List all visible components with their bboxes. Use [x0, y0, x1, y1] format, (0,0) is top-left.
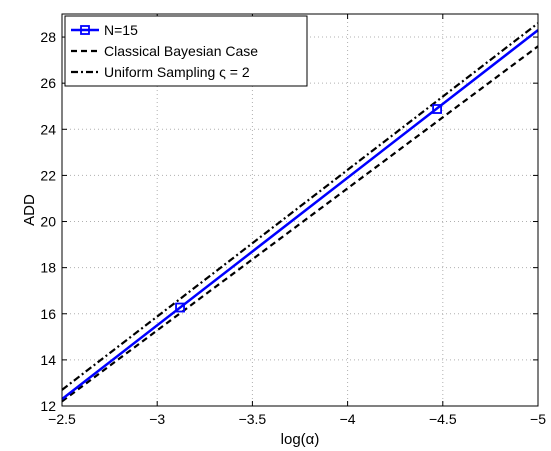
x-tick-label: −4: [340, 411, 356, 427]
legend-entry-0: N=15: [104, 22, 138, 38]
x-tick-label: −2.5: [48, 411, 76, 427]
y-tick-label: 16: [40, 306, 56, 322]
y-tick-label: 22: [40, 167, 56, 183]
x-axis-label: log(α): [281, 431, 320, 448]
legend-entry-2: Uniform Sampling ς = 2: [104, 64, 250, 80]
x-tick-label: −3.5: [239, 411, 267, 427]
y-tick-label: 12: [40, 398, 56, 414]
legend-entry-1: Classical Bayesian Case: [104, 43, 258, 59]
series-line-0: [61, 29, 539, 401]
plot-frame: [61, 13, 539, 407]
x-tick-label: −5: [530, 411, 546, 427]
series-marker: [175, 302, 185, 313]
y-axis-label: ADD: [21, 194, 38, 226]
y-tick-label: 20: [40, 214, 56, 230]
x-tick-label: −4.5: [429, 411, 457, 427]
y-tick-label: 26: [40, 75, 56, 91]
series-layer: [61, 22, 539, 403]
x-tick-label: −3: [149, 411, 165, 427]
legend-box: [64, 15, 308, 87]
y-tick-label: 18: [40, 260, 56, 276]
series-line-2: [61, 22, 539, 391]
series-line-1: [61, 45, 539, 403]
y-tick-label: 28: [40, 29, 56, 45]
series-marker: [432, 104, 442, 114]
legend: N=15 Classical Bayesian Case Uniform Sampl…: [64, 15, 308, 87]
y-tick-label: 14: [40, 352, 56, 368]
legend-marker: [80, 25, 90, 35]
y-tick-label: 24: [40, 121, 56, 137]
axis-ticks: −2.5 −3 −3.5 −4 −4.5 −5 12 14 16 18 20 22 24 26 28: [40, 14, 546, 427]
